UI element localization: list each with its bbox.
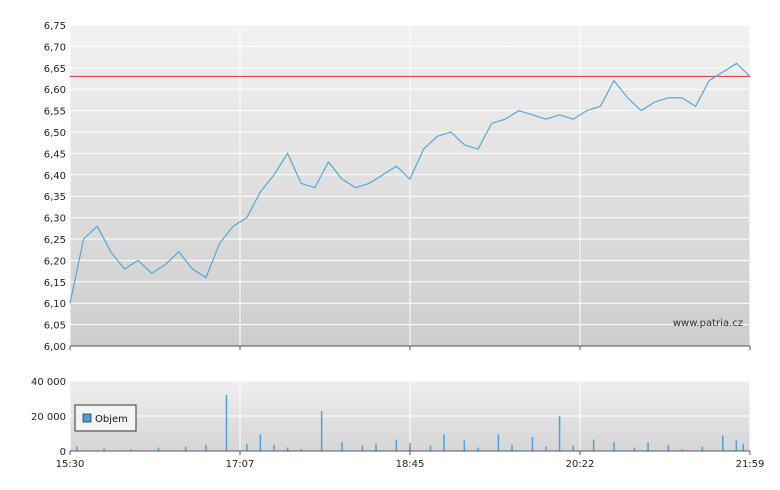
volume-bar (497, 434, 500, 451)
volume-bar (130, 449, 132, 452)
volume-bar (701, 446, 704, 451)
price-y-tick-label: 6,60 (44, 85, 66, 96)
volume-bar (375, 444, 377, 451)
legend: Objem (74, 404, 137, 432)
price-x-ticks (69, 346, 751, 350)
volume-bar (572, 445, 574, 452)
volume-bar (409, 443, 411, 451)
volume-bar (681, 449, 683, 452)
price-y-tick-label: 6,45 (44, 149, 66, 160)
volume-bar (273, 444, 275, 451)
price-y-tick-label: 6,70 (44, 42, 66, 53)
volume-bar (722, 435, 724, 452)
volume-bar (184, 446, 187, 451)
volume-bar (477, 447, 479, 451)
price-y-tick-label: 6,65 (44, 64, 66, 75)
volume-bar (429, 445, 432, 452)
price-y-tick-label: 6,30 (44, 214, 66, 225)
x-tick-label: 18:45 (396, 459, 425, 470)
volume-bar (361, 445, 364, 452)
volume-bar (286, 447, 289, 451)
volume-bar (531, 437, 534, 451)
price-y-tick-label: 6,05 (44, 321, 66, 332)
volume-bar (205, 444, 207, 451)
watermark-text: www.patria.cz (673, 318, 743, 329)
x-tick-label: 15:30 (56, 459, 85, 470)
volume-bar (443, 434, 445, 451)
price-y-tick-label: 6,40 (44, 171, 66, 182)
price-y-tick-label: 6,75 (44, 21, 66, 32)
volume-bar (592, 439, 595, 451)
volume-bar (463, 440, 466, 451)
price-y-tick-label: 6,35 (44, 192, 66, 203)
price-y-tick-label: 6,25 (44, 235, 66, 246)
volume-bars (76, 395, 744, 452)
price-y-tick-labels: 6,00 6,05 6,10 6,15 6,20 6,25 6,30 6,35 6,40 6,45… (44, 21, 66, 353)
volume-bar (246, 444, 248, 451)
volume-bar (558, 416, 561, 451)
price-y-tick-label: 6,20 (44, 256, 66, 267)
x-tick-label: 17:07 (226, 459, 255, 470)
price-y-tick-label: 6,55 (44, 107, 66, 118)
volume-y-tick-label: 20 000 (31, 412, 66, 423)
volume-y-tick-label: 0 (60, 447, 66, 458)
volume-bar (647, 442, 649, 452)
volume-bar (225, 395, 228, 451)
price-y-tick-label: 6,50 (44, 128, 66, 139)
volume-bar (300, 449, 302, 452)
volume-bar (667, 444, 670, 451)
volume-bar (341, 442, 343, 452)
volume-bar (633, 447, 636, 451)
volume-bar (259, 434, 262, 451)
volume-bar (735, 440, 738, 451)
x-tick-label: 21:59 (736, 459, 765, 470)
volume-gridlines (69, 380, 751, 451)
legend-label: Objem (95, 414, 128, 425)
x-tick-labels: 15:30 17:07 18:45 20:22 21:59 (56, 459, 765, 470)
price-gridlines (69, 24, 751, 346)
volume-bar (103, 448, 105, 451)
volume-y-tick-label: 40 000 (31, 377, 66, 388)
volume-bar (511, 444, 513, 451)
price-y-tick-label: 6,10 (44, 299, 66, 310)
volume-bar (742, 444, 744, 451)
volume-bar (320, 410, 323, 452)
volume-bar (76, 446, 78, 451)
price-y-tick-label: 6,15 (44, 278, 66, 289)
price-y-tick-label: 6,00 (44, 342, 66, 353)
legend-swatch (82, 413, 92, 423)
price-panel: 6,00 6,05 6,10 6,15 6,20 6,25 6,30 6,35 6,40 6,45… (44, 21, 751, 353)
volume-bar (157, 447, 160, 451)
volume-bar (545, 446, 547, 451)
volume-y-tick-labels: 0 20 000 40 000 (31, 377, 66, 458)
volume-bar (613, 442, 615, 452)
volume-bar (395, 439, 398, 451)
x-tick-label: 20:22 (566, 459, 595, 470)
volume-x-ticks (69, 451, 751, 455)
price-series-line (69, 62, 751, 304)
